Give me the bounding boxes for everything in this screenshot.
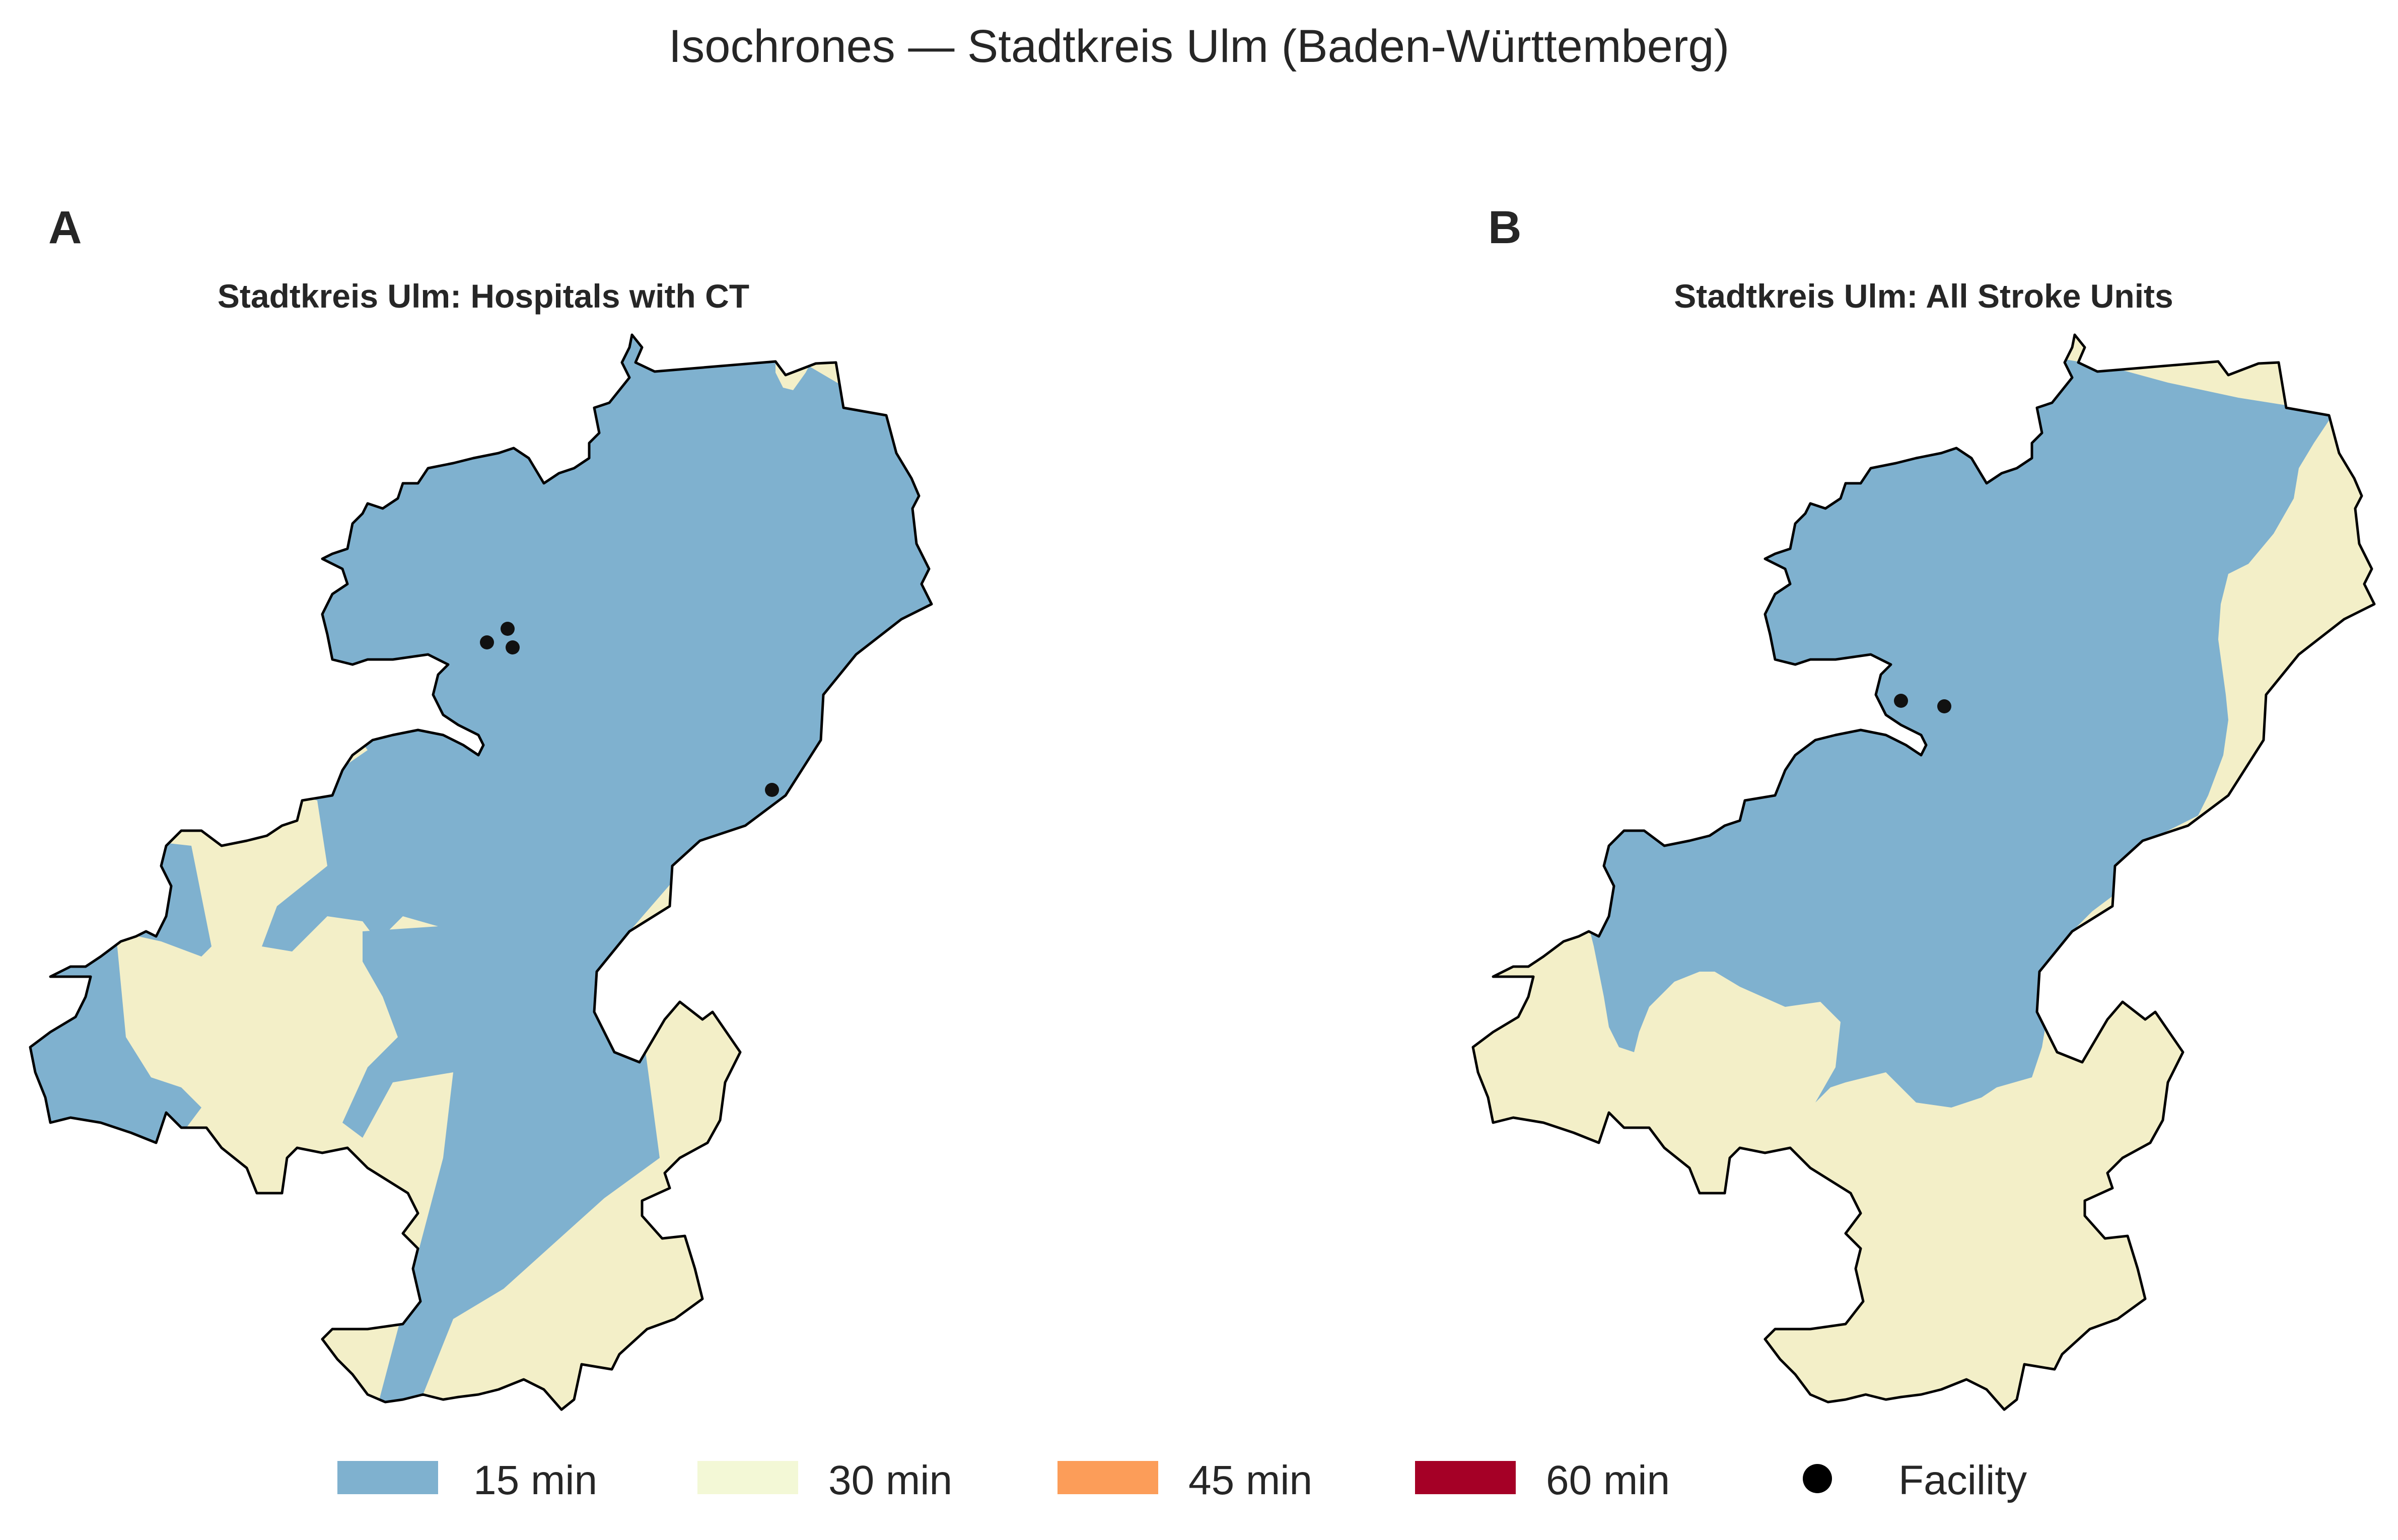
legend-swatch-60min [1415,1461,1516,1494]
legend-label-facility: Facility [1898,1457,2027,1503]
figure-title: Isochrones — Stadtkreis Ulm (Baden-Württ… [668,21,1730,72]
panel-a-title: Stadtkreis Ulm: Hospitals with CT [217,277,750,315]
legend-swatch-30min [697,1461,798,1494]
panel-b-title: Stadtkreis Ulm: All Stroke Units [1674,277,2173,315]
panel-b-facility [1937,699,1951,713]
panel-a-facility [480,635,494,649]
panel-b-map [1443,252,2374,1410]
panel-a-facility [501,622,515,636]
panel-a-map [0,252,957,1425]
panel-a-letter: A [48,202,82,253]
panel-b-facility [1894,694,1908,708]
panel-a-15min-region [30,335,932,1410]
legend-swatch-15min [337,1461,438,1494]
legend-label-15min: 15 min [473,1457,598,1503]
panel-a-facility [765,783,779,797]
panel-b-letter: B [1488,202,1522,253]
legend-label-60min: 60 min [1546,1457,1670,1503]
legend-facility-dot [1803,1464,1832,1493]
panel-a-facility [506,640,520,654]
legend-label-30min: 30 min [828,1457,953,1503]
legend-swatch-45min [1057,1461,1158,1494]
legend-label-45min: 45 min [1188,1457,1313,1503]
